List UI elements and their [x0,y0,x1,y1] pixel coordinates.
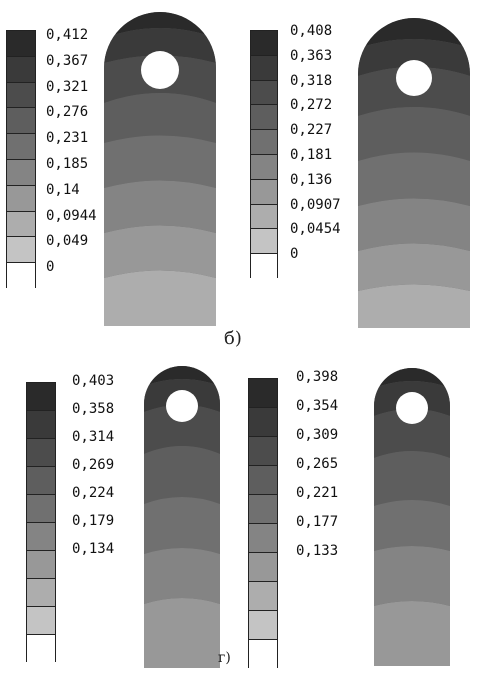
legend-swatch [251,254,277,279]
legend-swatch [249,466,277,495]
legend-swatch [249,379,277,408]
legend-swatch [249,611,277,640]
legend-swatch [27,579,55,607]
legend-swatch [7,134,35,160]
panel-marker-b: б) [224,328,242,349]
legend-tick-label: 0,363 [290,47,333,64]
legend-swatch [251,130,277,155]
legend-tick-label: 0,227 [290,122,333,139]
legend-tick-label: 0 [290,246,299,263]
legend-swatch [27,411,55,439]
legend-swatch [27,383,55,411]
legend-swatch [249,495,277,524]
legend-tick-label: 0,354 [296,398,339,414]
legend-tick-label: 0,367 [46,52,89,69]
legend-tick-label: 0,321 [46,78,89,95]
legend-swatch [7,82,35,109]
legend-tick-label: 0,408 [290,23,333,39]
legend-tick-label: 0,134 [72,541,115,557]
legend-swatch [251,229,277,255]
legend-tick-label: 0,231 [46,130,89,147]
occlusion-patch-3 [82,584,146,632]
legend-swatch [27,635,55,663]
legend-tick-label: 0,221 [296,485,339,501]
legend-tick-label: 0,0907 [290,196,341,213]
legend-swatch [251,155,277,180]
bracket-part-4 [374,368,450,666]
legend-tick-label: 0,265 [296,456,339,472]
legend-swatch [251,31,277,56]
legend-tick-label: 0,276 [46,104,89,121]
legend-swatch [251,80,277,106]
legend-tick-label: 0,133 [296,543,339,559]
legend-swatch [249,553,277,582]
legend-swatch [27,551,55,579]
contour-panel-1: 0,412 0,367 0,321 0,276 0,231 0,185 0,14 0,0944… [0,0,240,340]
legend-swatch [7,237,35,264]
color-legend-3 [26,382,56,663]
legend-swatch [251,55,277,81]
bracket-part-2 [358,18,470,328]
legend-swatch [249,524,277,553]
legend-swatch [251,204,277,230]
legend-tick-label: 0,177 [296,514,339,530]
color-legend-1 [6,30,36,289]
legend-swatch [27,439,55,467]
legend-tick-label: 0,358 [72,401,115,417]
legend-tick-label: 0,309 [296,427,339,443]
legend-tick-label: 0,0454 [290,221,341,238]
legend-tick-label: 0,14 [46,181,80,198]
legend-tick-label: 0,179 [72,513,115,529]
legend-tick-label: 0,181 [290,147,333,163]
legend-swatch [251,105,277,131]
legend-tick-label: 0,136 [290,171,333,188]
legend-tick-label: 0,0944 [46,207,97,224]
occlusion-patch-4 [304,586,368,646]
bracket-part-1 [104,12,216,326]
legend-swatch [251,179,277,205]
legend-tick-label: 0,272 [290,97,333,114]
legend-swatch [7,160,35,186]
legend-tick-label: 0,412 [46,27,89,43]
legend-swatch [7,31,35,57]
contour-panel-3: 0,403 0,358 0,314 0,269 0,224 0,179 0,134 [0,350,240,672]
legend-swatch [7,263,35,289]
legend-tick-label: 0 [46,259,55,276]
contour-panel-2: 0,408 0,363 0,318 0,272 0,227 0,181 0,136 0,090… [244,0,484,340]
color-legend-2 [250,30,278,279]
legend-swatch [27,495,55,523]
legend-swatch [7,56,35,83]
legend-swatch [249,640,277,669]
legend-tick-label: 0,185 [46,156,89,172]
panel-marker-g: г) [218,650,231,666]
legend-tick-label: 0,269 [72,457,115,473]
bracket-part-3 [144,366,220,668]
legend-tick-label: 0,403 [72,373,115,389]
legend-swatch [249,437,277,466]
legend-swatch [7,185,35,212]
legend-tick-label: 0,224 [72,485,115,501]
legend-tick-label: 0,398 [296,369,339,385]
legend-tick-label: 0,318 [290,72,333,89]
legend-swatch [249,408,277,437]
legend-tick-label: 0,314 [72,429,115,445]
legend-swatch [27,607,55,635]
legend-swatch [27,467,55,495]
legend-swatch [7,108,35,135]
legend-swatch [27,523,55,551]
contour-panel-4: 0,398 0,354 0,309 0,265 0,221 0,177 0,133 [240,350,484,672]
legend-tick-label: 0,049 [46,233,89,250]
color-legend-4 [248,378,278,669]
legend-swatch [7,211,35,238]
legend-swatch [249,582,277,611]
